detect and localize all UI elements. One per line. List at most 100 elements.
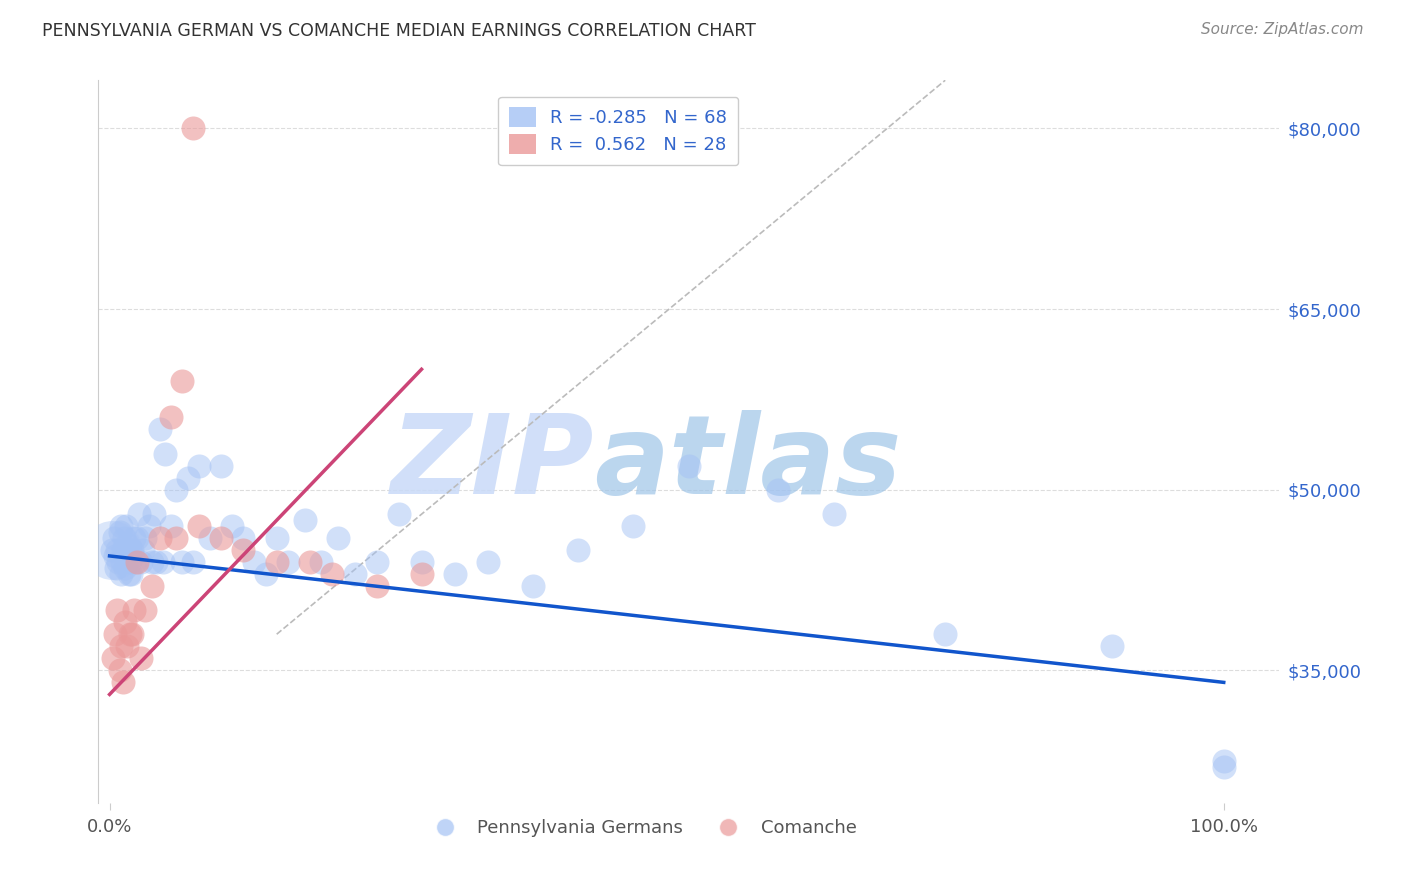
Point <box>187 458 209 473</box>
Point <box>621 518 644 533</box>
Point <box>149 422 172 436</box>
Point <box>366 579 388 593</box>
Point <box>343 567 366 582</box>
Point <box>221 518 243 533</box>
Point <box>1212 754 1234 768</box>
Point <box>108 524 131 539</box>
Point <box>121 542 143 557</box>
Point <box>134 603 156 617</box>
Point <box>122 549 145 563</box>
Point <box>198 531 221 545</box>
Point <box>170 374 193 388</box>
Point <box>101 542 124 557</box>
Point <box>155 446 177 460</box>
Point <box>934 627 956 641</box>
Point <box>111 555 134 569</box>
Point <box>294 513 316 527</box>
Point <box>477 555 499 569</box>
Point <box>107 555 129 569</box>
Point <box>101 651 124 665</box>
Point <box>522 579 544 593</box>
Point <box>181 555 204 569</box>
Point <box>160 518 183 533</box>
Point <box>104 627 127 641</box>
Point <box>1212 759 1234 773</box>
Point <box>105 603 128 617</box>
Point <box>567 542 589 557</box>
Text: atlas: atlas <box>595 409 901 516</box>
Point <box>444 567 467 582</box>
Point <box>127 555 149 569</box>
Point <box>110 639 132 653</box>
Point <box>181 121 204 136</box>
Point <box>108 664 131 678</box>
Text: PENNSYLVANIA GERMAN VS COMANCHE MEDIAN EARNINGS CORRELATION CHART: PENNSYLVANIA GERMAN VS COMANCHE MEDIAN E… <box>42 22 756 40</box>
Point <box>232 531 254 545</box>
Point <box>115 518 138 533</box>
Point <box>165 531 187 545</box>
Point <box>101 542 124 557</box>
Point <box>110 567 132 582</box>
Point <box>309 555 332 569</box>
Point <box>134 531 156 545</box>
Point <box>112 531 135 545</box>
Point <box>120 567 142 582</box>
Point <box>254 567 277 582</box>
Point <box>678 458 700 473</box>
Point <box>209 458 232 473</box>
Point <box>129 555 152 569</box>
Point <box>160 410 183 425</box>
Point <box>117 567 139 582</box>
Point <box>122 603 145 617</box>
Point <box>326 531 349 545</box>
Point <box>117 537 139 551</box>
Point <box>141 579 163 593</box>
Point <box>118 555 141 569</box>
Point <box>411 555 433 569</box>
Point <box>411 567 433 582</box>
Point <box>114 561 136 575</box>
Point <box>103 531 125 545</box>
Point <box>366 555 388 569</box>
Point <box>124 555 146 569</box>
Point <box>145 555 167 569</box>
Point <box>105 561 128 575</box>
Point <box>299 555 322 569</box>
Point <box>127 531 149 545</box>
Point <box>110 518 132 533</box>
Point <box>121 627 143 641</box>
Text: ZIP: ZIP <box>391 409 595 516</box>
Point <box>111 542 134 557</box>
Point <box>1101 639 1123 653</box>
Point <box>132 542 155 557</box>
Point <box>129 651 152 665</box>
Point <box>266 555 288 569</box>
Point <box>115 549 138 563</box>
Legend: Pennsylvania Germans, Comanche: Pennsylvania Germans, Comanche <box>419 812 863 845</box>
Point <box>138 518 160 533</box>
Point <box>105 542 128 557</box>
Point <box>114 615 136 630</box>
Point <box>388 507 411 521</box>
Point <box>277 555 299 569</box>
Point <box>117 639 139 653</box>
Point <box>232 542 254 557</box>
Point <box>209 531 232 545</box>
Point <box>165 483 187 497</box>
Point <box>152 555 174 569</box>
Point <box>266 531 288 545</box>
Point <box>321 567 343 582</box>
Point <box>243 555 266 569</box>
Point <box>122 531 145 545</box>
Point <box>170 555 193 569</box>
Point <box>149 531 172 545</box>
Point <box>176 470 198 484</box>
Point <box>766 483 789 497</box>
Text: Source: ZipAtlas.com: Source: ZipAtlas.com <box>1201 22 1364 37</box>
Point <box>823 507 845 521</box>
Point <box>141 555 163 569</box>
Point <box>128 507 150 521</box>
Point <box>104 549 127 563</box>
Point <box>187 518 209 533</box>
Point <box>111 675 134 690</box>
